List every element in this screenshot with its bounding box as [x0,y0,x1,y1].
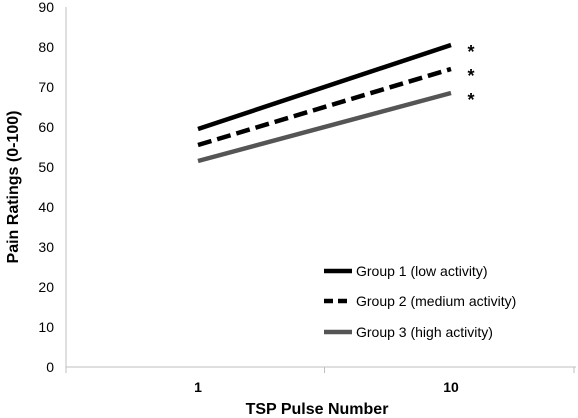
series-lines [197,42,452,164]
y-axis-title: Pain Ratings (0-100) [5,111,22,264]
y-tick-label-3: 30 [38,239,54,255]
legend-label-group-2: Group 2 (medium activity) [356,293,516,309]
y-tick-label-9: 90 [38,0,54,15]
significance-markers: * * * [467,42,474,110]
significance-marker-group-3: * [467,90,474,110]
y-tick-label-8: 80 [38,39,54,55]
legend-label-group-1: Group 1 (low activity) [356,263,487,279]
legend: Group 1 (low activity) Group 2 (medium ac… [324,263,516,340]
series-line-group-3 [197,90,452,164]
y-tick-label-2: 20 [38,279,54,295]
y-tick-label-5: 50 [38,159,54,175]
y-tick-label-4: 40 [38,199,54,215]
series-line-group-1 [197,42,452,132]
axes [65,7,576,368]
series-line-group-2 [197,66,452,148]
y-tick-label-0: 0 [46,359,54,375]
y-tick-label-1: 10 [38,319,54,335]
x-tick-label-0: 1 [194,379,202,395]
y-tick-label-6: 60 [38,119,54,135]
legend-label-group-3: Group 3 (high activity) [356,324,493,340]
significance-marker-group-1: * [467,42,474,62]
x-tick-label-1: 10 [443,379,459,395]
y-tick-label-7: 70 [38,79,54,95]
x-axis-ticks: 1 10 [65,367,575,395]
significance-marker-group-2: * [467,66,474,86]
x-axis-title: TSP Pulse Number [246,401,389,418]
y-axis-ticks: 0 10 20 30 40 50 60 70 80 90 [38,0,54,375]
